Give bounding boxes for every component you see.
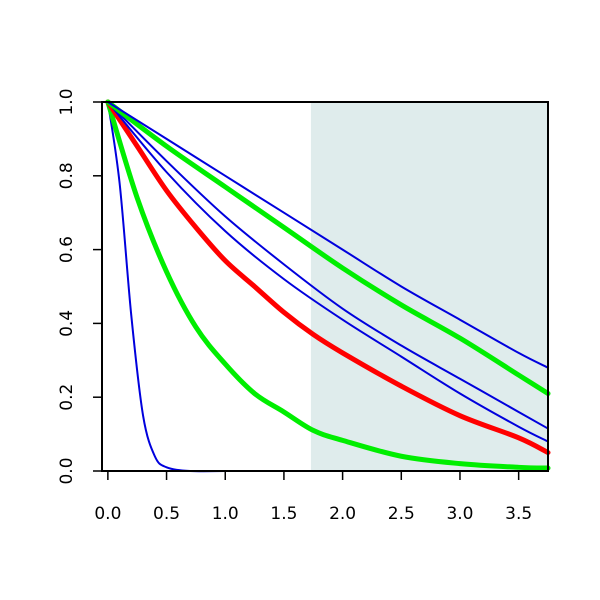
y-tick-label: 0.0 <box>57 457 77 484</box>
series-line-5 <box>106 101 549 430</box>
y-tick-label: 0.4 <box>57 310 77 337</box>
x-tick-label: 0.5 <box>153 504 180 524</box>
y-tick-label: 0.2 <box>57 384 77 411</box>
series-line-4 <box>106 101 549 443</box>
series-line-2 <box>105 99 551 471</box>
series-line-6 <box>105 99 551 397</box>
y-tick-label: 0.8 <box>57 162 77 189</box>
x-tick-label: 3.5 <box>505 504 532 524</box>
shaded-region <box>310 102 548 471</box>
x-tick-label: 1.5 <box>270 504 297 524</box>
series-line-3 <box>105 99 551 456</box>
y-tick-label: 0.6 <box>57 236 77 263</box>
series-line-7 <box>106 101 549 369</box>
shaded-region-layer <box>310 102 548 471</box>
x-tick-label: 1.0 <box>212 504 239 524</box>
y-tick-label: 1.0 <box>57 88 77 115</box>
x-tick-label: 2.0 <box>329 504 356 524</box>
series-layer <box>105 99 551 473</box>
x-ticks-layer: 0.0 0.5 1.0 1.5 2.0 2.5 3.0 3.5 <box>94 471 532 524</box>
axes-layer <box>101 101 549 472</box>
x-tick-label: 3.0 <box>446 504 473 524</box>
y-ticks-layer: 0.0 0.2 0.4 0.6 0.8 1.0 <box>57 88 102 485</box>
x-tick-label: 0.0 <box>94 504 121 524</box>
x-tick-label: 2.5 <box>388 504 415 524</box>
